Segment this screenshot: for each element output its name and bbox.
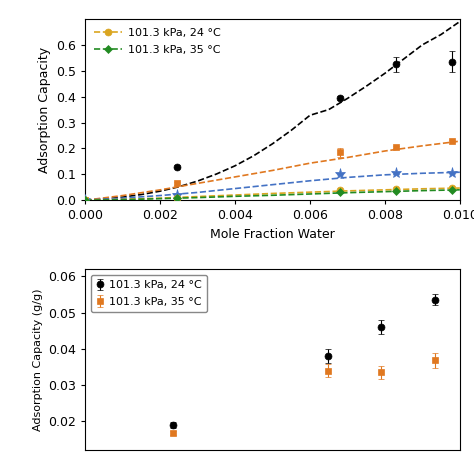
Y-axis label: Adsorption Capacity: Adsorption Capacity [38,46,51,173]
Legend: 101.3 kPa, 24 °C, 101.3 kPa, 35 °C: 101.3 kPa, 24 °C, 101.3 kPa, 35 °C [91,25,224,58]
Legend: 101.3 kPa, 24 °C, 101.3 kPa, 35 °C: 101.3 kPa, 24 °C, 101.3 kPa, 35 °C [91,274,207,312]
Y-axis label: Adsorption Capacity (g/g): Adsorption Capacity (g/g) [33,289,43,431]
X-axis label: Mole Fraction Water: Mole Fraction Water [210,228,335,241]
